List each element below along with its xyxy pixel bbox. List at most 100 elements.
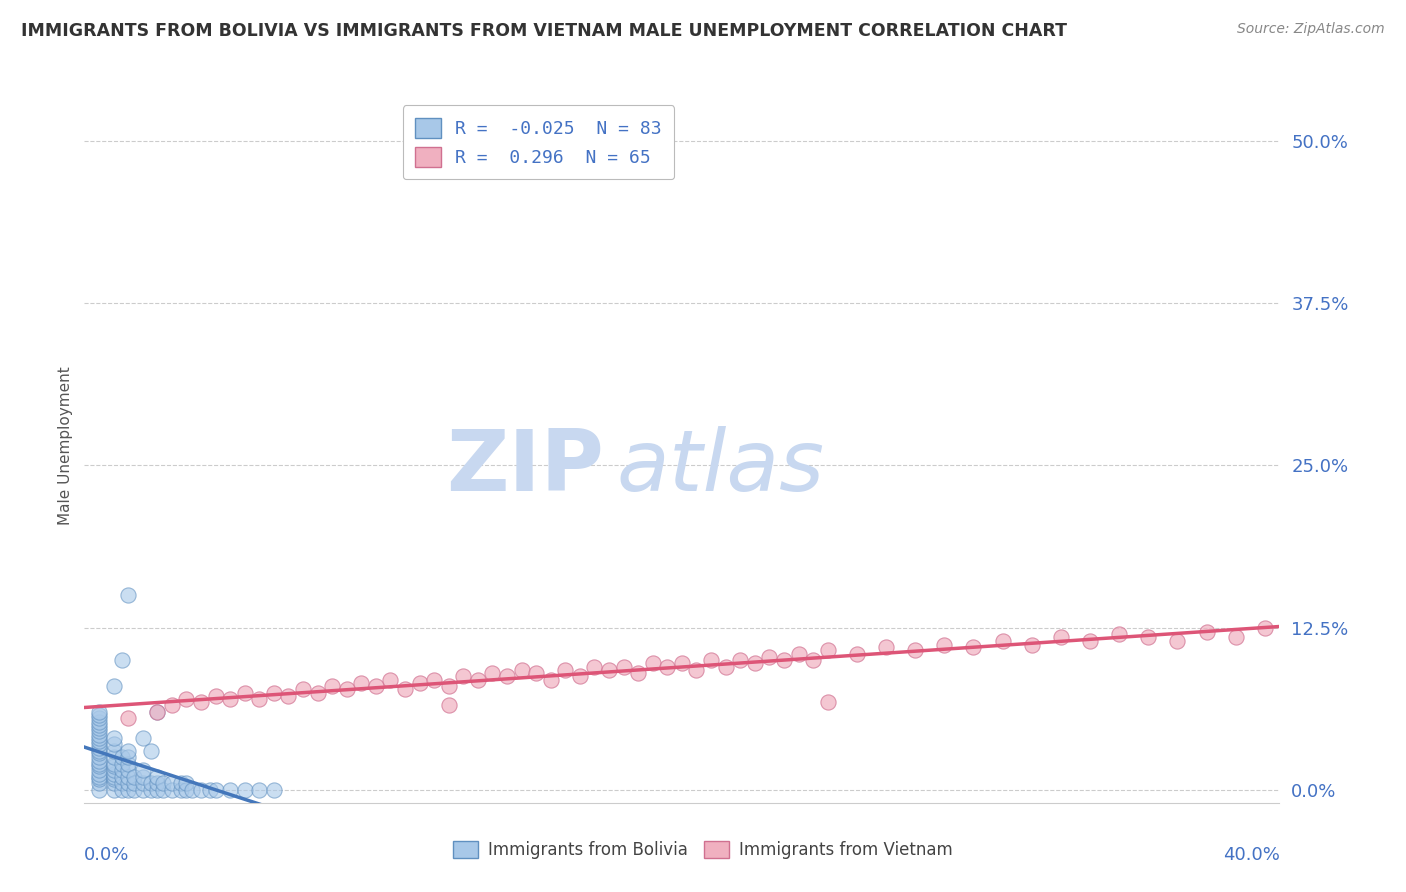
Point [728, 653, 751, 667]
Point [87, 731, 110, 745]
Point [437, 679, 460, 693]
Point [496, 668, 519, 682]
Text: 0.0%: 0.0% [84, 846, 129, 863]
Point [219, 692, 242, 706]
Point [103, 772, 125, 787]
Text: ZIP: ZIP [447, 425, 605, 509]
Point [87, 750, 110, 764]
Point [176, 692, 198, 706]
Point [87, 770, 110, 784]
Point [181, 782, 204, 797]
Point [198, 782, 221, 797]
Point [103, 764, 125, 778]
Point [685, 664, 707, 678]
Point [453, 668, 475, 682]
Point [103, 738, 125, 752]
Point [131, 764, 153, 778]
Point [598, 664, 620, 678]
Point [111, 756, 134, 771]
Point [117, 770, 139, 784]
Point [87, 721, 110, 735]
Point [87, 728, 110, 742]
Y-axis label: Male Unemployment: Male Unemployment [58, 367, 73, 525]
Point [1254, 621, 1277, 635]
Point [87, 747, 110, 761]
Point [111, 750, 134, 764]
Point [87, 738, 110, 752]
Point [934, 638, 956, 652]
Point [131, 782, 153, 797]
Point [437, 698, 460, 713]
Point [744, 656, 766, 670]
Point [111, 770, 134, 784]
Point [103, 770, 125, 784]
Point [1166, 633, 1188, 648]
Point [87, 705, 110, 719]
Point [117, 764, 139, 778]
Point [350, 676, 373, 690]
Point [481, 666, 503, 681]
Point [87, 733, 110, 747]
Point [146, 782, 169, 797]
Point [263, 782, 285, 797]
Point [111, 764, 134, 778]
Point [336, 681, 359, 696]
Point [423, 673, 446, 687]
Point [87, 724, 110, 739]
Point [962, 640, 984, 654]
Point [1225, 630, 1247, 644]
Point [87, 711, 110, 725]
Point [146, 705, 169, 719]
Point [524, 666, 547, 681]
Point [103, 782, 125, 797]
Point [87, 754, 110, 768]
Point [117, 750, 139, 764]
Point [904, 642, 927, 657]
Legend: R =  -0.025  N = 83, R =  0.296  N = 65: R = -0.025 N = 83, R = 0.296 N = 65 [402, 105, 675, 179]
Point [627, 666, 650, 681]
Point [103, 776, 125, 790]
Point [131, 776, 153, 790]
Point [233, 782, 256, 797]
Point [146, 776, 169, 790]
Point [87, 756, 110, 771]
Point [122, 770, 145, 784]
Point [146, 770, 169, 784]
Point [103, 759, 125, 773]
Point [554, 664, 576, 678]
Point [1021, 638, 1043, 652]
Point [204, 782, 226, 797]
Point [117, 744, 139, 758]
Point [160, 782, 183, 797]
Point [103, 756, 125, 771]
Point [991, 633, 1014, 648]
Point [845, 647, 868, 661]
Point [87, 741, 110, 756]
Point [122, 782, 145, 797]
Point [204, 690, 226, 704]
Point [540, 673, 562, 687]
Point [117, 776, 139, 790]
Point [169, 776, 191, 790]
Text: IMMIGRANTS FROM BOLIVIA VS IMMIGRANTS FROM VIETNAM MALE UNEMPLOYMENT CORRELATION: IMMIGRANTS FROM BOLIVIA VS IMMIGRANTS FR… [21, 22, 1067, 40]
Point [510, 664, 533, 678]
Point [131, 731, 153, 745]
Point [169, 782, 191, 797]
Point [87, 764, 110, 778]
Point [141, 776, 163, 790]
Point [160, 776, 183, 790]
Point [87, 782, 110, 797]
Point [1050, 630, 1073, 644]
Point [307, 685, 329, 699]
Point [152, 782, 174, 797]
Point [700, 653, 723, 667]
Point [233, 685, 256, 699]
Point [141, 782, 163, 797]
Point [141, 744, 163, 758]
Point [87, 772, 110, 787]
Point [641, 656, 664, 670]
Text: 40.0%: 40.0% [1223, 846, 1279, 863]
Point [671, 656, 693, 670]
Point [364, 679, 387, 693]
Point [1108, 627, 1130, 641]
